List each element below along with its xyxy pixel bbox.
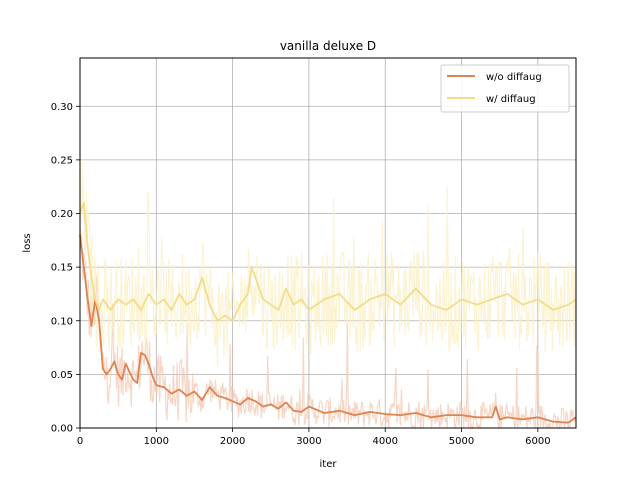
y-tick-label: 0.05	[51, 370, 73, 381]
plot-frame	[79, 57, 577, 429]
x-tick-label: 2000	[220, 436, 245, 447]
y-tick-label: 0.30	[51, 102, 73, 113]
raw-series-layer	[79, 161, 576, 431]
x-tick-label: 1000	[144, 436, 169, 447]
y-axis-label: loss	[22, 233, 33, 252]
raw-trace-w-diffaug	[79, 161, 576, 367]
legend: w/o diffaug w/ diffaug	[440, 64, 570, 113]
chart-title: vanilla deluxe D	[280, 39, 376, 53]
y-tick-label: 0.10	[51, 316, 73, 327]
x-tick-label: 4000	[373, 436, 398, 447]
series-line-wo-diffaug	[79, 234, 577, 424]
x-axis-label: iter	[320, 459, 338, 470]
legend-label-w-diffaug: w/ diffaug	[486, 94, 536, 105]
x-tick-label: 3000	[296, 436, 321, 447]
x-tick-label: 5000	[449, 436, 474, 447]
x-tick-label: 0	[77, 436, 83, 447]
y-tick-label: 0.15	[51, 263, 73, 274]
axis-ticks: 0 1000 2000 3000 4000 5000 6000 0.00 0.05 0.10 0.1…	[51, 102, 551, 447]
legend-label-wo-diffaug: w/o diffaug	[486, 72, 542, 83]
y-tick-label: 0.20	[51, 209, 73, 220]
series-layer	[79, 201, 577, 424]
y-tick-label: 0.00	[51, 424, 73, 435]
raw-trace-wo-diffaug	[79, 224, 576, 431]
series-line-w-diffaug	[79, 201, 577, 322]
y-tick-label: 0.25	[51, 155, 73, 166]
x-tick-label: 6000	[525, 436, 550, 447]
